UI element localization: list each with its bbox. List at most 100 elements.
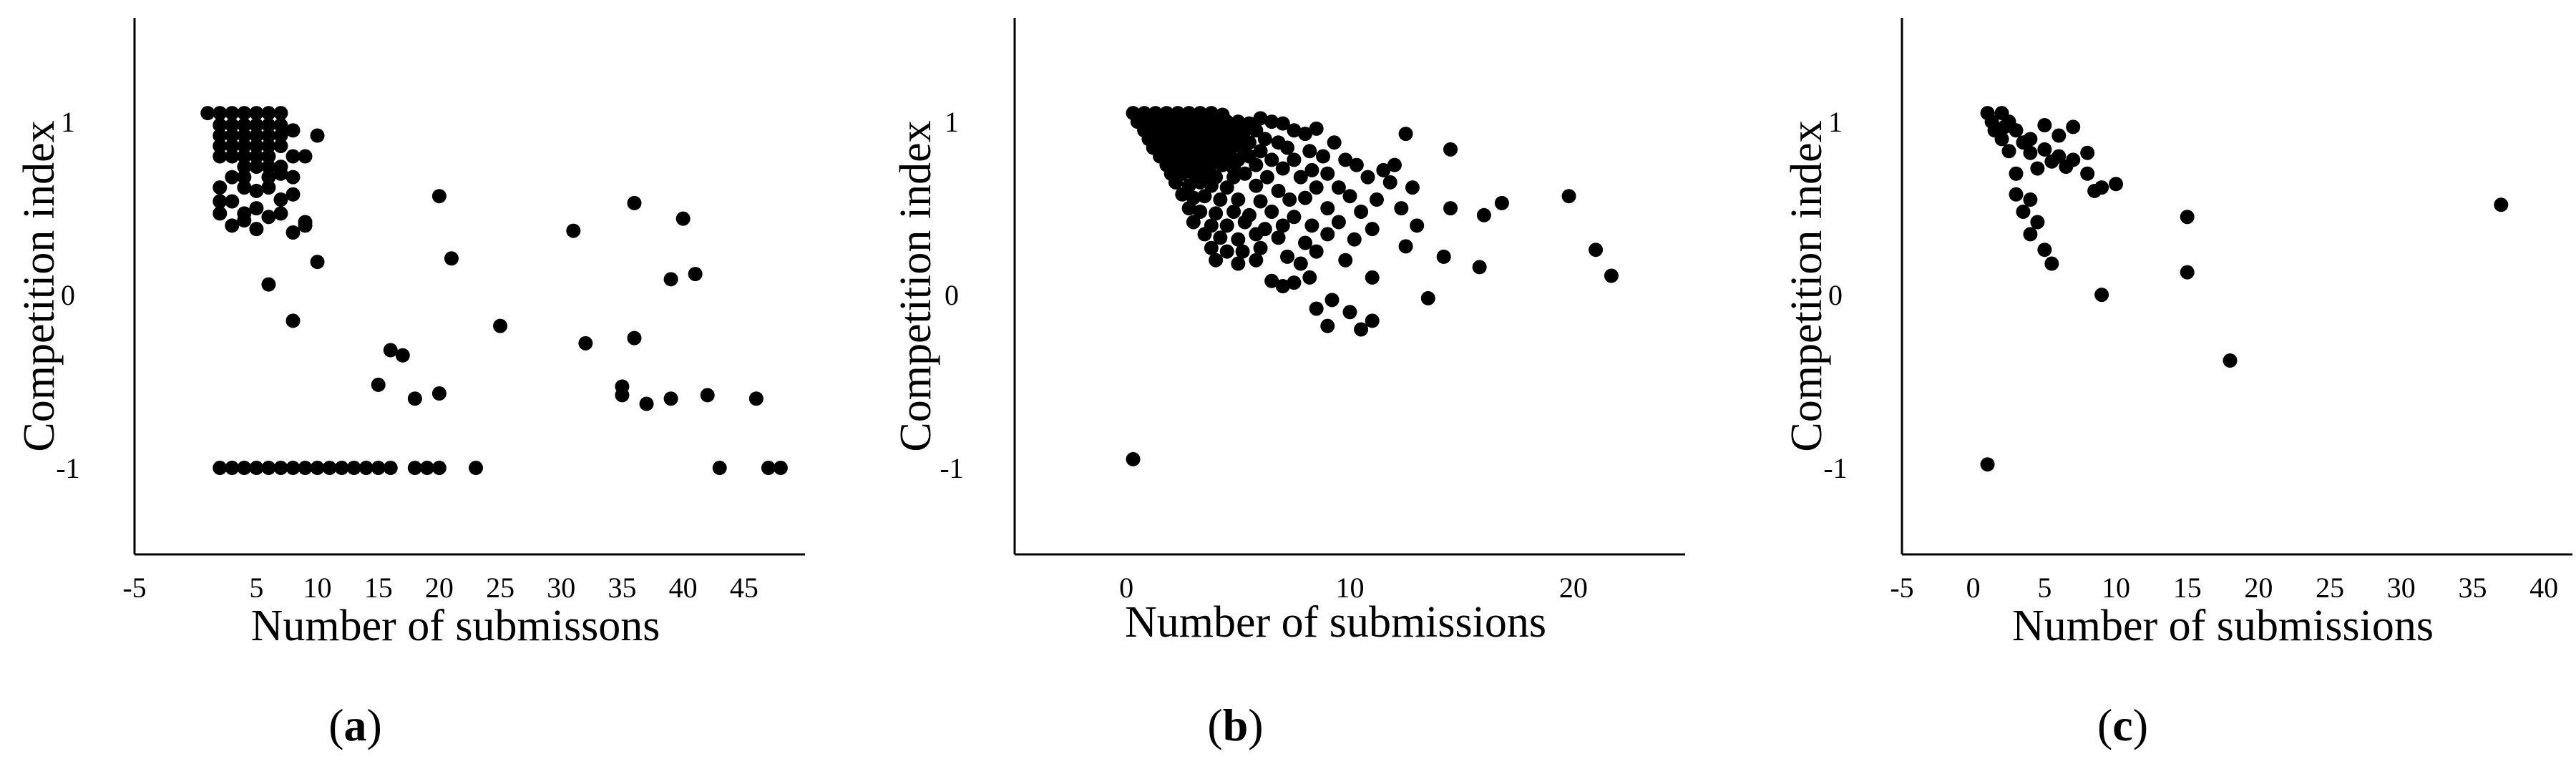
data-point [261,210,276,225]
data-point [615,388,630,403]
x-tick-label: 30 [547,572,575,604]
data-point [371,461,386,476]
panel-label: (b) [1207,700,1263,750]
data-point [273,192,288,207]
data-point [1324,293,1340,308]
data-point [1387,157,1402,172]
x-tick-label: 15 [2173,572,2202,604]
data-point [261,170,276,185]
data-point [249,118,264,132]
data-point [1420,290,1435,305]
x-tick-label: 35 [608,572,636,604]
data-point [261,118,276,132]
data-point [286,313,301,328]
data-point [1347,232,1362,247]
data-point [1309,121,1324,136]
data-point [1275,279,1290,293]
x-tick-label: 15 [364,572,393,604]
data-point [1275,218,1290,233]
data-point [1126,451,1141,466]
data-point [1204,240,1219,255]
x-tick-label: 0 [1966,572,1981,604]
data-point [249,461,264,476]
data-point [1302,144,1317,159]
data-point [493,318,508,333]
data-point [1219,180,1234,195]
data-point [566,223,581,238]
data-point [1494,195,1509,210]
data-point [310,128,325,143]
data-point [1309,301,1324,316]
data-point [213,206,228,221]
data-point [2023,227,2038,242]
panel-label-close: ) [2133,700,2148,750]
data-point [273,461,288,476]
data-point [1997,119,2012,134]
y-tick-label: -1 [1823,452,1847,484]
y-tick-label: -1 [940,452,963,484]
data-point [261,160,276,175]
data-point [1280,249,1295,264]
data-point [310,461,325,476]
data-point [249,149,264,164]
data-point [249,128,264,143]
data-point [213,194,228,209]
y-tick-label: 1 [1828,106,1843,138]
data-point [1302,270,1317,285]
data-point [2494,197,2509,212]
data-point [1298,235,1313,250]
data-point [1472,260,1487,275]
data-point [225,218,240,233]
data-point [358,461,374,476]
data-point [1309,180,1324,195]
data-point [1304,162,1319,177]
data-point [225,461,240,476]
x-tick-label: 25 [2316,572,2344,604]
x-tick-label: 40 [2529,572,2558,604]
data-point [1320,166,1335,181]
data-point [298,461,313,476]
data-point [237,106,252,121]
data-point [286,170,301,185]
data-point [1287,123,1302,138]
data-point [1589,243,1604,258]
data-point [1264,204,1279,219]
data-point [310,255,325,270]
data-point [273,206,288,221]
data-point [286,461,301,476]
panel-label-letter: b [1223,700,1249,750]
data-point [1209,206,1224,221]
data-point [237,180,252,195]
data-point [1249,157,1264,172]
data-point [2009,166,2024,181]
data-point [371,377,386,392]
data-point [1436,249,1451,264]
data-point [1226,170,1241,185]
data-point [1249,178,1264,193]
data-point [225,170,240,185]
data-point [225,194,240,209]
data-point [237,461,252,476]
data-point [1168,175,1183,190]
data-point [2037,142,2052,157]
data-point [225,106,240,121]
data-point [1249,253,1264,268]
x-tick-label: 35 [2458,572,2487,604]
data-point [431,386,447,401]
data-point [1320,318,1335,333]
x-tick-label: 20 [1559,572,1588,604]
data-point [249,106,264,121]
data-point [1287,275,1302,290]
data-point [1231,192,1246,207]
y-axis-label: Competition index [1782,120,1831,451]
data-point [761,461,776,476]
data-point [2087,183,2102,198]
data-point [1316,149,1331,164]
data-point [1287,210,1302,225]
data-point [1197,189,1212,204]
data-point [1994,132,2009,147]
data-point [1320,227,1335,242]
data-point [1235,244,1250,259]
data-point [431,461,447,476]
